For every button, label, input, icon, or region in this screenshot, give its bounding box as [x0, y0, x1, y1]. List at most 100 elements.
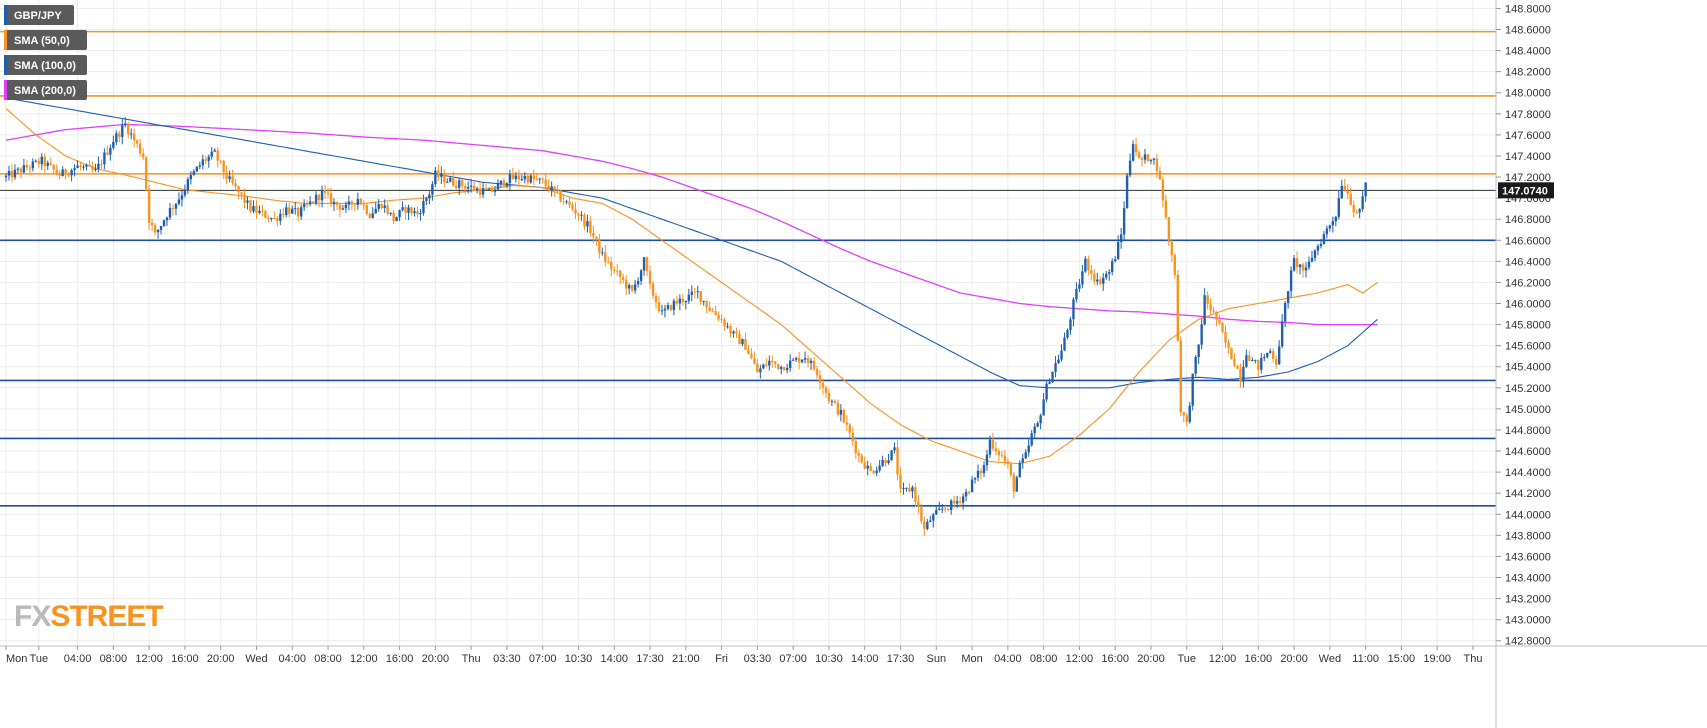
candle-body	[1331, 221, 1335, 226]
candle-body	[961, 496, 965, 503]
candle-body	[1194, 357, 1197, 374]
y-tick-label: 143.4000	[1505, 573, 1551, 585]
candle-body	[1158, 171, 1162, 180]
candle-body	[502, 180, 506, 186]
candle-body	[168, 207, 172, 218]
candle-body	[1334, 216, 1338, 222]
candle-body	[31, 161, 35, 169]
candle-body	[1134, 144, 1138, 153]
candle-body	[765, 364, 768, 366]
candle-body	[329, 193, 333, 205]
candle-body	[863, 462, 866, 469]
candle-body	[404, 207, 407, 213]
candle-body	[162, 220, 166, 226]
candle-body	[809, 360, 813, 363]
x-tick-label: 16:00	[1101, 653, 1129, 665]
candle-body	[905, 487, 908, 489]
candle-body	[58, 173, 61, 177]
y-tick-label: 147.4000	[1505, 151, 1551, 163]
candle-body	[213, 150, 216, 152]
candle-body	[302, 204, 306, 208]
y-tick-label: 146.6000	[1505, 235, 1551, 247]
candle-body	[684, 300, 688, 303]
candle-body	[955, 501, 959, 504]
candle-body	[663, 308, 667, 311]
candle-body	[535, 179, 538, 181]
candle-body	[222, 160, 225, 173]
candle-body	[806, 358, 810, 363]
candle-body	[833, 400, 837, 403]
candle-body	[1027, 445, 1030, 453]
candle-body	[1304, 267, 1308, 271]
fxstreet-logo: FXSTREET	[14, 600, 164, 633]
candle-body	[818, 375, 822, 383]
x-tick-label: Wed	[245, 653, 267, 665]
legend-label: SMA (100,0)	[14, 60, 76, 72]
candle-body	[1221, 323, 1224, 332]
candle-body	[952, 500, 956, 504]
candle-body	[556, 190, 559, 192]
x-tick-label: 08:00	[1030, 653, 1058, 665]
candle-body	[1111, 261, 1114, 273]
candle-body	[341, 208, 345, 210]
grid	[0, 0, 1496, 646]
candle-body	[1081, 271, 1084, 285]
candle-body	[1143, 154, 1147, 160]
candle-body	[285, 207, 288, 215]
legend-color-swatch	[4, 5, 7, 25]
candle-body	[1054, 363, 1057, 372]
candle-body	[949, 500, 953, 511]
candle-body	[586, 221, 589, 227]
y-tick-label: 146.2000	[1505, 277, 1551, 289]
candle-body	[1298, 264, 1302, 268]
candle-body	[231, 176, 234, 184]
candle-body	[1003, 455, 1007, 462]
candle-body	[1245, 355, 1248, 367]
candle-body	[371, 213, 374, 218]
candle-body	[305, 204, 309, 206]
candle-body	[985, 454, 989, 466]
candle-body	[1036, 423, 1039, 427]
candle-body	[389, 212, 392, 214]
candle-body	[1075, 288, 1078, 300]
x-tick-label: 19:00	[1423, 653, 1451, 665]
candle-body	[702, 300, 705, 302]
candle-body	[1096, 279, 1099, 282]
candle-body	[294, 207, 297, 209]
candle-body	[461, 180, 464, 187]
x-tick-label: Thu	[1463, 653, 1482, 665]
candle-body	[463, 186, 467, 189]
candle-body	[112, 141, 115, 148]
candle-body	[741, 339, 744, 345]
candle-body	[469, 185, 473, 187]
candle-body	[1024, 452, 1027, 459]
candle-body	[282, 213, 285, 215]
candle-body	[571, 204, 574, 210]
candle-body	[109, 147, 112, 155]
candle-body	[815, 369, 819, 376]
x-tick-label: 12:00	[1209, 653, 1237, 665]
candle-body	[1108, 272, 1111, 274]
candle-body	[1128, 160, 1132, 176]
y-tick-label: 143.2000	[1505, 594, 1551, 606]
candle-body	[633, 284, 637, 291]
candle-body	[592, 232, 595, 237]
candle-body	[52, 164, 55, 170]
x-tick-label: 20:00	[207, 653, 235, 665]
candle-body	[973, 477, 977, 480]
y-tick-label: 148.8000	[1505, 3, 1551, 15]
candle-body	[762, 364, 765, 369]
y-tick-label: 144.0000	[1505, 509, 1551, 521]
candle-body	[267, 217, 270, 219]
candle-body	[982, 465, 986, 474]
candle-body	[249, 200, 252, 212]
candle-body	[201, 159, 204, 166]
candle-body	[46, 162, 49, 167]
x-tick-label: 10:30	[565, 653, 593, 665]
candle-body	[1209, 304, 1212, 311]
x-tick-label: Fri	[715, 653, 728, 665]
x-tick-label: 12:00	[350, 653, 378, 665]
candle-body	[207, 156, 210, 161]
candle-body	[1346, 190, 1349, 194]
